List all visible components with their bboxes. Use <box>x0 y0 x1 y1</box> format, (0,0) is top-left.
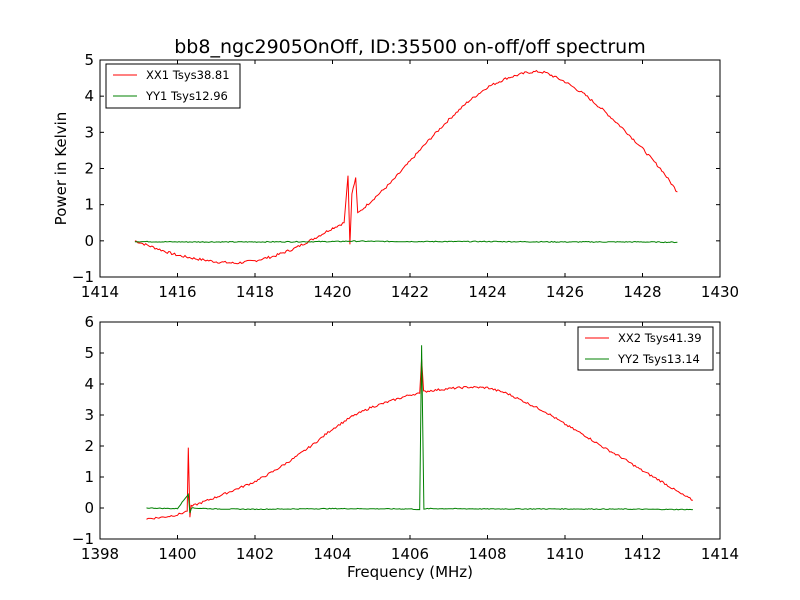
bottom-plot: 1398 1400 1402 1404 1406 1408 1410 1412 1414 −1 0 1… <box>72 313 739 581</box>
y-tick-label: 4 <box>84 87 94 105</box>
y-tick-label: 2 <box>84 437 94 455</box>
y-tick-label: 5 <box>84 51 94 69</box>
x-tick-label: 1412 <box>623 545 661 563</box>
y-tick-label: 3 <box>84 406 94 424</box>
x-tick-label: 1410 <box>546 545 584 563</box>
y-tick-label: 1 <box>84 196 94 214</box>
x-tick-label: 1428 <box>623 283 661 301</box>
x-tick-label: 1406 <box>391 545 429 563</box>
series-line-yy-plot1 <box>134 240 678 244</box>
y-tick-label: 5 <box>84 344 94 362</box>
y-tick-label: 1 <box>84 468 94 486</box>
x-tick-label: 1420 <box>313 283 351 301</box>
legend-entry: XX1 Tsys38.81 <box>146 68 230 82</box>
x-tick-label: 1430 <box>701 283 739 301</box>
x-tick-label: 1400 <box>158 545 196 563</box>
legend-plot2: XX2 Tsys41.39 YY2 Tsys13.14 <box>577 326 714 371</box>
legend-entry: XX2 Tsys41.39 <box>618 331 702 345</box>
series-line-yy-plot2 <box>146 345 693 514</box>
y-tick-label: 2 <box>84 160 94 178</box>
legend-box <box>577 326 714 371</box>
x-tick-label: 1424 <box>468 283 506 301</box>
x-tick-label: 1414 <box>81 283 119 301</box>
y-tick-label: −1 <box>72 530 94 548</box>
legend-entry: YY2 Tsys13.14 <box>617 352 700 366</box>
y-axis-label: Power in Kelvin <box>52 112 70 226</box>
x-tick-label: 1422 <box>391 283 429 301</box>
top-plot: 1414 1416 1418 1420 1422 1424 1426 1428 1430 −1 0 1… <box>52 51 739 301</box>
y-tick-label: 3 <box>84 123 94 141</box>
legend-entry: YY1 Tsys12.96 <box>145 89 228 103</box>
x-tick-label: 1416 <box>158 283 196 301</box>
figure-title: bb8_ngc2905OnOff, ID:35500 on-off/off sp… <box>174 36 646 58</box>
y-tick-label: 6 <box>84 313 94 331</box>
y-tick-label: −1 <box>72 268 94 286</box>
legend-box <box>105 63 241 109</box>
x-tick-label: 1414 <box>701 545 739 563</box>
series-line-xx-plot2 <box>146 359 693 520</box>
x-axis-label: Frequency (MHz) <box>347 563 473 581</box>
y-tick-label: 0 <box>84 232 94 250</box>
x-tick-label: 1404 <box>313 545 351 563</box>
y-tick-label: 0 <box>84 499 94 517</box>
legend-plot1: XX1 Tsys38.81 YY1 Tsys12.96 <box>105 63 241 109</box>
x-tick-label: 1398 <box>81 545 119 563</box>
x-tick-label: 1402 <box>236 545 274 563</box>
x-tick-label: 1418 <box>236 283 274 301</box>
x-tick-label: 1408 <box>468 545 506 563</box>
series-line-xx-plot1 <box>134 69 678 265</box>
x-tick-label: 1426 <box>546 283 584 301</box>
y-tick-label: 4 <box>84 375 94 393</box>
